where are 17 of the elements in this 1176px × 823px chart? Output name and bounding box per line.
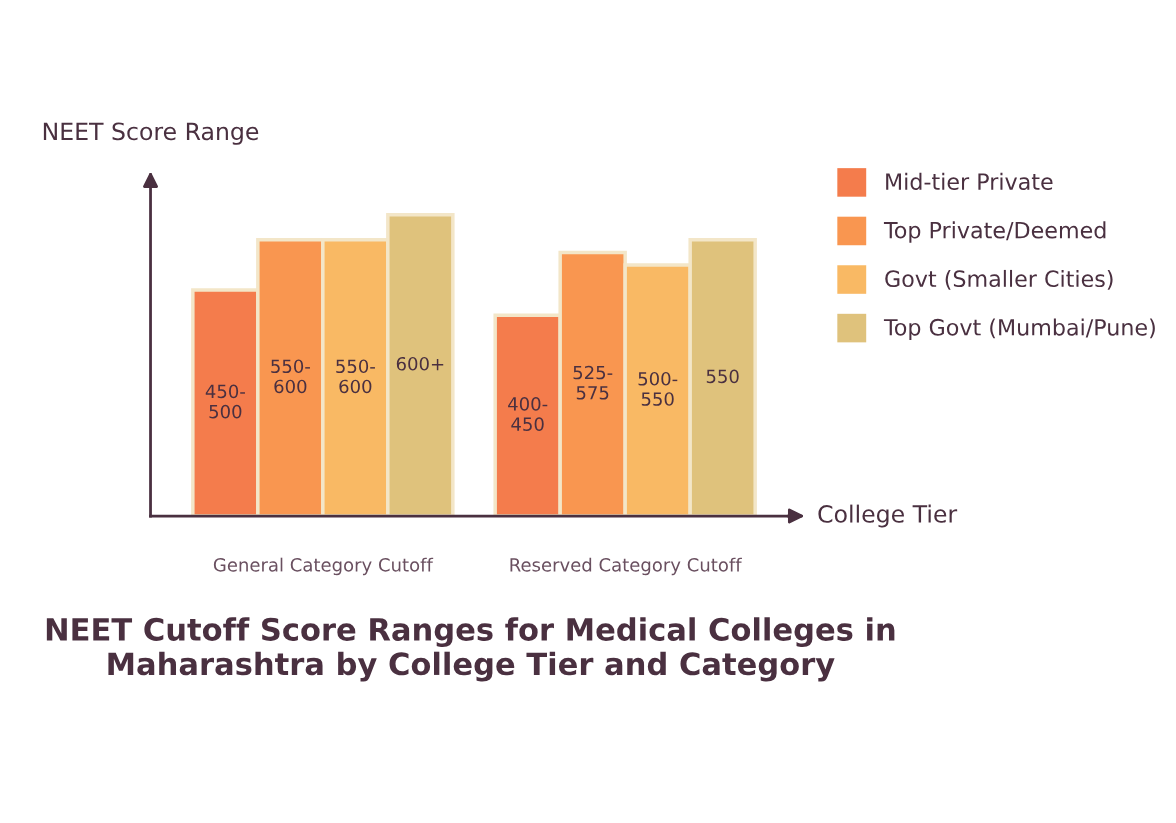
text: NEET Cutoff Score Ranges for Medical Colleges in Maharashtra by College Tier and Category <box>46 617 895 682</box>
data-label: 550-600 <box>336 359 375 394</box>
data-label: 400-450 <box>508 397 548 431</box>
legend-label: Top Govt (Mumbai/Pune) <box>883 318 1155 340</box>
legend-label: Top Private/Deemed <box>883 221 1106 243</box>
data-label: 450-500 <box>205 384 245 419</box>
data-label: 550 <box>706 369 739 384</box>
y-axis-title: NEET Score Range <box>43 122 259 145</box>
x-axis-title: College Tier <box>818 504 958 528</box>
legend-label: Govt (Smaller Cities) <box>885 269 1113 290</box>
legend-label: Mid-tier Private <box>886 172 1053 191</box>
data-label: 500-550 <box>638 371 678 406</box>
x-tick-label: General Category Cutoff <box>213 557 434 576</box>
x-tick-label: Reserved Category Cutoff <box>510 557 742 576</box>
data-label: 525-575 <box>573 365 613 400</box>
data-label: 550-600 <box>271 359 310 394</box>
data-label: 600+ <box>396 356 444 371</box>
